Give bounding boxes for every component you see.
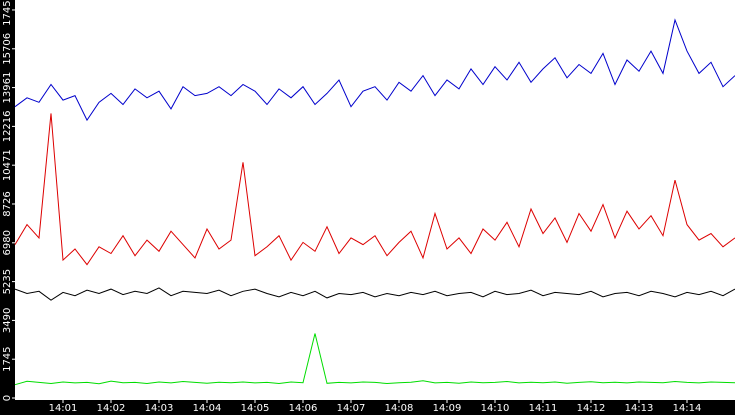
x-tick-label: 14:06 xyxy=(289,403,318,414)
x-tick-label: 14:02 xyxy=(97,403,126,414)
x-tick-label: 14:05 xyxy=(241,403,270,414)
y-tick-label: 17452 xyxy=(2,0,13,26)
x-tick-label: 14:11 xyxy=(529,403,558,414)
y-tick-label: 8726 xyxy=(2,191,13,216)
series-line xyxy=(14,18,735,122)
y-tick-label: 0 xyxy=(2,395,13,401)
x-tick-label: 14:04 xyxy=(193,403,222,414)
y-tick-label: 15706 xyxy=(2,33,13,65)
y-tick-label: 6980 xyxy=(2,230,13,255)
y-tick-label: 12216 xyxy=(2,110,13,142)
x-tick-label: 14:13 xyxy=(625,403,654,414)
x-tick-label: 14:01 xyxy=(49,403,78,414)
y-tick-label: 10471 xyxy=(2,149,13,181)
series-line xyxy=(14,113,735,266)
y-tick-label: 3490 xyxy=(2,308,13,333)
y-axis-bar xyxy=(0,0,15,415)
x-tick-label: 14:08 xyxy=(385,403,414,414)
y-tick-label: 1745 xyxy=(2,346,13,371)
x-tick-label: 14:12 xyxy=(577,403,606,414)
x-tick-label: 14:03 xyxy=(145,403,174,414)
y-tick-label: 5235 xyxy=(2,269,13,294)
x-axis-bar xyxy=(0,400,735,415)
x-tick-label: 14:09 xyxy=(433,403,462,414)
x-tick-label: 14:14 xyxy=(673,403,702,414)
series-line xyxy=(14,287,735,301)
series-line xyxy=(14,333,735,386)
y-tick-label: 13961 xyxy=(2,72,13,104)
x-tick-label: 14:07 xyxy=(337,403,366,414)
x-tick-label: 14:10 xyxy=(481,403,510,414)
